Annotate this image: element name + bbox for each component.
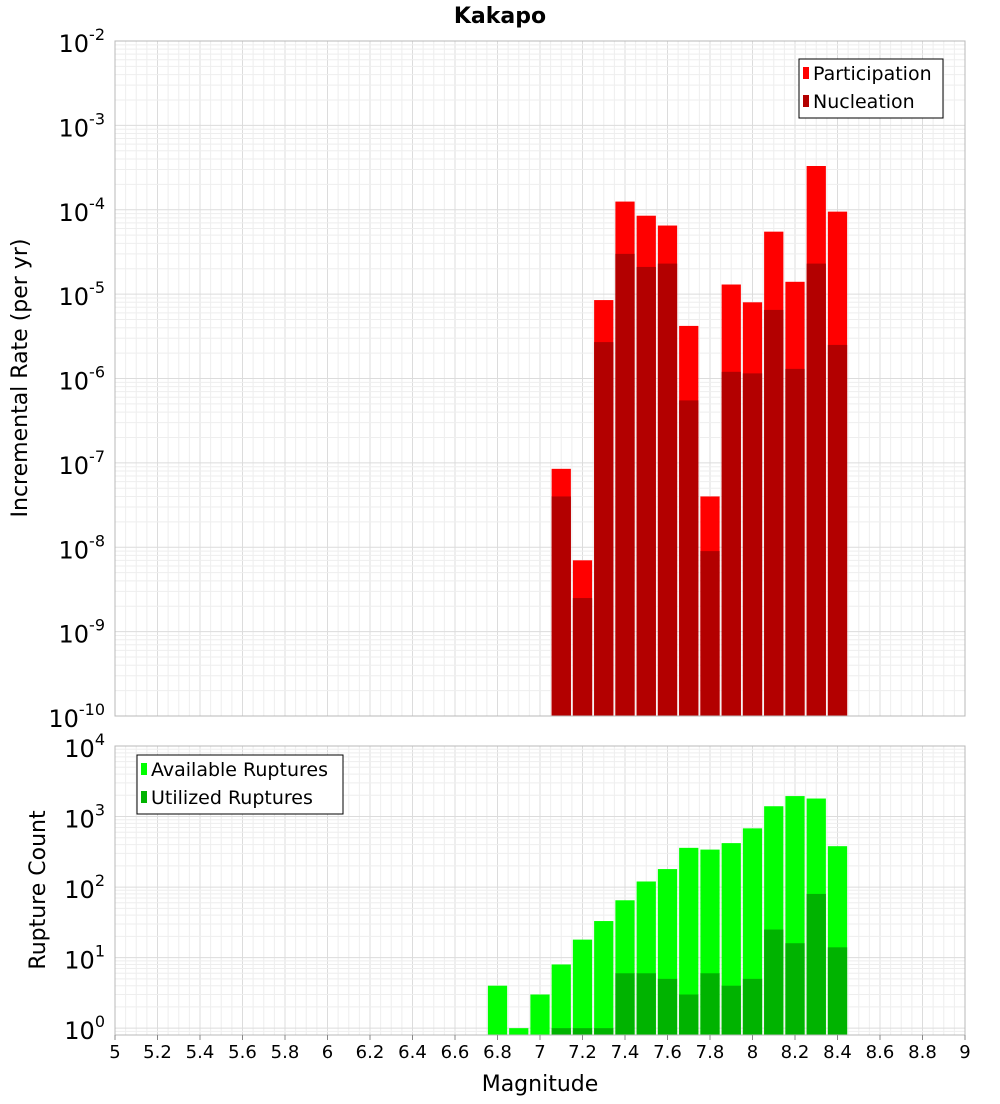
x-tick-label: 5.8: [271, 1042, 300, 1063]
x-tick-label: 8.4: [823, 1042, 852, 1063]
legend-box: [798, 58, 944, 119]
y-tick-label: 103: [64, 801, 105, 834]
bars: [551, 166, 848, 717]
bar-utilized-ruptures: [827, 947, 848, 1035]
x-tick-label: 7.2: [568, 1042, 597, 1063]
legend: Available Ruptures Utilized Ruptures: [136, 754, 344, 815]
bar-available-ruptures: [572, 939, 593, 1035]
x-tick-label: 5: [109, 1042, 120, 1063]
legend-label: Participation: [813, 63, 932, 85]
x-axis-label: Magnitude: [482, 1072, 599, 1097]
bar-utilized-ruptures: [806, 893, 826, 1035]
x-tick-label: 8.2: [781, 1042, 810, 1063]
bar-available-ruptures: [487, 985, 508, 1035]
bar-nucleation: [700, 551, 720, 716]
bar-utilized-ruptures: [785, 943, 805, 1035]
y-tick-label: 101: [64, 942, 105, 975]
bars: [487, 796, 848, 1035]
x-tick-label: 7.6: [653, 1042, 682, 1063]
y-tick-label: 104: [64, 730, 105, 763]
legend-label: Nucleation: [813, 91, 915, 113]
bar-nucleation: [764, 309, 784, 716]
legend-label: Utilized Ruptures: [151, 787, 313, 809]
y-tick-label: 10-5: [59, 278, 106, 311]
bar-utilized-ruptures: [636, 973, 656, 1035]
bar-available-ruptures: [551, 964, 571, 1035]
x-tick-label: 7: [534, 1042, 545, 1063]
y-tick-label: 10-4: [59, 194, 106, 227]
x-tick-label: 8.6: [866, 1042, 895, 1063]
bar-available-ruptures: [679, 847, 699, 1035]
bar-nucleation: [594, 342, 614, 716]
y-tick-label: 10-9: [59, 616, 106, 649]
chart-title: Kakapo: [454, 4, 546, 29]
legend-label: Available Ruptures: [151, 759, 328, 781]
legend-swatch: [141, 763, 147, 775]
legend-swatch: [803, 95, 809, 107]
bar-utilized-ruptures: [679, 994, 699, 1035]
bar-utilized-ruptures: [721, 985, 741, 1035]
legend: Participation Nucleation: [798, 58, 944, 119]
legend-box: [136, 754, 344, 815]
bar-nucleation: [742, 373, 763, 716]
bar-utilized-ruptures: [594, 1028, 614, 1035]
y-tick-label: 100: [64, 1012, 105, 1045]
bar-utilized-ruptures: [700, 973, 720, 1035]
bar-utilized-ruptures: [551, 1028, 571, 1035]
bar-nucleation: [636, 266, 656, 716]
rate-panel: 10-10 10-9 10-8 10-7 10-6 10-5 10-4 10-3 10-2 Inc…: [8, 25, 966, 733]
bar-available-ruptures: [509, 1028, 529, 1035]
bar-nucleation: [657, 263, 678, 716]
x-tick-label: 7.8: [696, 1042, 725, 1063]
x-tick-label: 6.8: [483, 1042, 512, 1063]
legend-swatch: [141, 791, 147, 803]
x-tick-label: 5.6: [228, 1042, 257, 1063]
x-tick-label: 7.4: [611, 1042, 640, 1063]
bar-nucleation: [721, 371, 741, 716]
y-tick-label: 10-10: [48, 700, 105, 733]
bar-nucleation: [572, 598, 593, 716]
x-tick-label: 6.4: [398, 1042, 427, 1063]
x-tick-label: 8: [747, 1042, 758, 1063]
rupture-count-panel: 100 101 102 103 104 5 5.2 5.4 5.6 5.8 6 6.2 6.4 6.6 6.…: [26, 730, 971, 1063]
x-tick-label: 8.8: [908, 1042, 937, 1063]
x-tick-label: 5.4: [186, 1042, 215, 1063]
x-tick-label: 9: [959, 1042, 970, 1063]
x-tick-label: 6.6: [441, 1042, 470, 1063]
x-tick-label: 5.2: [143, 1042, 172, 1063]
bar-nucleation: [679, 400, 699, 716]
bar-available-ruptures: [594, 921, 614, 1035]
bar-utilized-ruptures: [764, 929, 784, 1035]
plot-frame: [114, 40, 966, 717]
x-tick-label: 6.2: [356, 1042, 385, 1063]
y-axis-label: Incremental Rate (per yr): [8, 239, 33, 518]
bar-nucleation: [827, 344, 848, 716]
bar-nucleation: [785, 368, 805, 716]
bar-available-ruptures: [530, 994, 550, 1035]
y-tick-label: 102: [64, 871, 105, 904]
y-tick-label: 10-7: [59, 447, 106, 480]
bar-utilized-ruptures: [572, 1028, 593, 1035]
y-tick-label: 10-2: [59, 25, 106, 58]
y-tick-label: 10-3: [59, 109, 106, 142]
bar-nucleation: [806, 263, 826, 716]
y-tick-label: 10-8: [59, 531, 106, 564]
y-tick-label: 10-6: [59, 363, 106, 396]
x-tick-label: 6: [322, 1042, 333, 1063]
bar-nucleation: [551, 496, 571, 716]
bar-utilized-ruptures: [742, 978, 763, 1035]
bar-utilized-ruptures: [615, 973, 635, 1035]
bar-utilized-ruptures: [657, 978, 678, 1035]
legend-swatch: [803, 67, 809, 79]
bar-nucleation: [615, 253, 635, 716]
y-axis-label: Rupture Count: [26, 810, 51, 970]
